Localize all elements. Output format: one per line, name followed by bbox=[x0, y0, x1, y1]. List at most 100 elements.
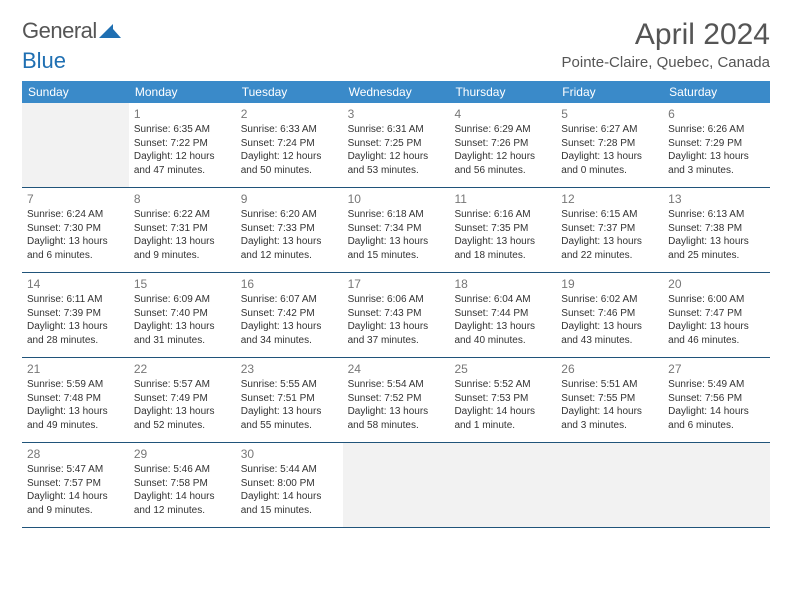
day-sunset: Sunset: 7:56 PM bbox=[668, 392, 765, 406]
day-sunset: Sunset: 7:38 PM bbox=[668, 222, 765, 236]
day-sunrise: Sunrise: 6:27 AM bbox=[561, 123, 658, 137]
day-number: 9 bbox=[241, 191, 338, 207]
day-sunrise: Sunrise: 6:33 AM bbox=[241, 123, 338, 137]
day-sunset: Sunset: 8:00 PM bbox=[241, 477, 338, 491]
day-daylight: Daylight: 13 hours and 43 minutes. bbox=[561, 320, 658, 347]
day-number: 27 bbox=[668, 361, 765, 377]
day-daylight: Daylight: 13 hours and 55 minutes. bbox=[241, 405, 338, 432]
week-row: 28Sunrise: 5:47 AMSunset: 7:57 PMDayligh… bbox=[22, 443, 770, 528]
day-sunrise: Sunrise: 5:44 AM bbox=[241, 463, 338, 477]
day-sunrise: Sunrise: 5:51 AM bbox=[561, 378, 658, 392]
day-number: 21 bbox=[27, 361, 124, 377]
day-number: 2 bbox=[241, 106, 338, 122]
day-number: 16 bbox=[241, 276, 338, 292]
day-sunset: Sunset: 7:48 PM bbox=[27, 392, 124, 406]
day-sunrise: Sunrise: 6:24 AM bbox=[27, 208, 124, 222]
day-daylight: Daylight: 13 hours and 0 minutes. bbox=[561, 150, 658, 177]
weekday-header-row: SundayMondayTuesdayWednesdayThursdayFrid… bbox=[22, 81, 770, 103]
day-cell: 15Sunrise: 6:09 AMSunset: 7:40 PMDayligh… bbox=[129, 273, 236, 357]
day-number: 1 bbox=[134, 106, 231, 122]
day-number: 7 bbox=[27, 191, 124, 207]
week-row: 21Sunrise: 5:59 AMSunset: 7:48 PMDayligh… bbox=[22, 358, 770, 443]
day-number: 25 bbox=[454, 361, 551, 377]
day-cell: 26Sunrise: 5:51 AMSunset: 7:55 PMDayligh… bbox=[556, 358, 663, 442]
title-block: April 2024 Pointe-Claire, Quebec, Canada bbox=[562, 18, 770, 71]
day-sunset: Sunset: 7:51 PM bbox=[241, 392, 338, 406]
day-sunset: Sunset: 7:28 PM bbox=[561, 137, 658, 151]
weeks-container: 1Sunrise: 6:35 AMSunset: 7:22 PM Daylight… bbox=[22, 103, 770, 528]
day-sunset: Sunset: 7:43 PM bbox=[348, 307, 445, 321]
day-sunset: Sunset: 7:29 PM bbox=[668, 137, 765, 151]
day-sunset: Sunset: 7:49 PM bbox=[134, 392, 231, 406]
day-sunrise: Sunrise: 6:15 AM bbox=[561, 208, 658, 222]
day-cell: 5Sunrise: 6:27 AMSunset: 7:28 PMDaylight… bbox=[556, 103, 663, 187]
day-cell: 27Sunrise: 5:49 AMSunset: 7:56 PMDayligh… bbox=[663, 358, 770, 442]
day-cell: 1Sunrise: 6:35 AMSunset: 7:22 PMDaylight… bbox=[129, 103, 236, 187]
weekday-header: Monday bbox=[129, 81, 236, 103]
day-cell: 2Sunrise: 6:33 AMSunset: 7:24 PMDaylight… bbox=[236, 103, 343, 187]
brand-name-2: Blue bbox=[22, 48, 66, 74]
day-cell: 11Sunrise: 6:16 AMSunset: 7:35 PMDayligh… bbox=[449, 188, 556, 272]
day-number: 10 bbox=[348, 191, 445, 207]
day-cell: 30Sunrise: 5:44 AMSunset: 8:00 PMDayligh… bbox=[236, 443, 343, 527]
day-cell: 16Sunrise: 6:07 AMSunset: 7:42 PMDayligh… bbox=[236, 273, 343, 357]
day-number: 22 bbox=[134, 361, 231, 377]
day-sunset: Sunset: 7:58 PM bbox=[134, 477, 231, 491]
day-cell bbox=[449, 443, 556, 527]
day-daylight: Daylight: 13 hours and 6 minutes. bbox=[27, 235, 124, 262]
day-sunrise: Sunrise: 6:06 AM bbox=[348, 293, 445, 307]
day-daylight: Daylight: 13 hours and 18 minutes. bbox=[454, 235, 551, 262]
day-daylight: Daylight: 14 hours and 1 minute. bbox=[454, 405, 551, 432]
day-sunrise: Sunrise: 6:04 AM bbox=[454, 293, 551, 307]
day-cell: 17Sunrise: 6:06 AMSunset: 7:43 PMDayligh… bbox=[343, 273, 450, 357]
day-cell: 10Sunrise: 6:18 AMSunset: 7:34 PMDayligh… bbox=[343, 188, 450, 272]
day-daylight: Daylight: 13 hours and 12 minutes. bbox=[241, 235, 338, 262]
day-daylight: Daylight: 13 hours and 31 minutes. bbox=[134, 320, 231, 347]
day-sunset: Sunset: 7:53 PM bbox=[454, 392, 551, 406]
day-sunrise: Sunrise: 6:35 AM bbox=[134, 123, 231, 137]
brand-name-1: General bbox=[22, 18, 97, 44]
day-number: 12 bbox=[561, 191, 658, 207]
day-number: 4 bbox=[454, 106, 551, 122]
day-sunset: Sunset: 7:33 PM bbox=[241, 222, 338, 236]
day-number: 18 bbox=[454, 276, 551, 292]
day-number: 17 bbox=[348, 276, 445, 292]
day-sunrise: Sunrise: 6:22 AM bbox=[134, 208, 231, 222]
day-daylight: Daylight: 13 hours and 3 minutes. bbox=[668, 150, 765, 177]
day-daylight: Daylight: 13 hours and 58 minutes. bbox=[348, 405, 445, 432]
day-sunset: Sunset: 7:46 PM bbox=[561, 307, 658, 321]
day-daylight: Daylight: 13 hours and 9 minutes. bbox=[134, 235, 231, 262]
day-sunrise: Sunrise: 6:20 AM bbox=[241, 208, 338, 222]
weekday-header: Saturday bbox=[663, 81, 770, 103]
day-cell bbox=[663, 443, 770, 527]
day-sunset: Sunset: 7:22 PM bbox=[134, 137, 231, 151]
day-number: 5 bbox=[561, 106, 658, 122]
week-row: 14Sunrise: 6:11 AMSunset: 7:39 PMDayligh… bbox=[22, 273, 770, 358]
day-daylight: Daylight: 13 hours and 34 minutes. bbox=[241, 320, 338, 347]
day-cell: 8Sunrise: 6:22 AMSunset: 7:31 PMDaylight… bbox=[129, 188, 236, 272]
day-cell: 9Sunrise: 6:20 AMSunset: 7:33 PMDaylight… bbox=[236, 188, 343, 272]
day-sunset: Sunset: 7:57 PM bbox=[27, 477, 124, 491]
week-row: 7Sunrise: 6:24 AMSunset: 7:30 PMDaylight… bbox=[22, 188, 770, 273]
day-sunset: Sunset: 7:40 PM bbox=[134, 307, 231, 321]
day-sunset: Sunset: 7:52 PM bbox=[348, 392, 445, 406]
calendar: SundayMondayTuesdayWednesdayThursdayFrid… bbox=[22, 81, 770, 528]
day-cell: 28Sunrise: 5:47 AMSunset: 7:57 PMDayligh… bbox=[22, 443, 129, 527]
day-daylight: Daylight: 14 hours and 12 minutes. bbox=[134, 490, 231, 517]
day-number: 23 bbox=[241, 361, 338, 377]
week-row: 1Sunrise: 6:35 AMSunset: 7:22 PM Daylight… bbox=[22, 103, 770, 188]
day-daylight: Daylight: 13 hours and 46 minutes. bbox=[668, 320, 765, 347]
day-sunset: Sunset: 7:34 PM bbox=[348, 222, 445, 236]
day-number: 24 bbox=[348, 361, 445, 377]
day-sunset: Sunset: 7:55 PM bbox=[561, 392, 658, 406]
day-daylight: Daylight: 13 hours and 37 minutes. bbox=[348, 320, 445, 347]
day-sunrise: Sunrise: 5:47 AM bbox=[27, 463, 124, 477]
day-daylight: Daylight: 12 hours and 50 minutes. bbox=[241, 150, 338, 177]
weekday-header: Thursday bbox=[449, 81, 556, 103]
day-cell: 6Sunrise: 6:26 AMSunset: 7:29 PMDaylight… bbox=[663, 103, 770, 187]
day-cell: 12Sunrise: 6:15 AMSunset: 7:37 PMDayligh… bbox=[556, 188, 663, 272]
day-sunrise: Sunrise: 6:02 AM bbox=[561, 293, 658, 307]
day-cell: 14Sunrise: 6:11 AMSunset: 7:39 PMDayligh… bbox=[22, 273, 129, 357]
day-sunrise: Sunrise: 6:00 AM bbox=[668, 293, 765, 307]
day-cell: 23Sunrise: 5:55 AMSunset: 7:51 PMDayligh… bbox=[236, 358, 343, 442]
